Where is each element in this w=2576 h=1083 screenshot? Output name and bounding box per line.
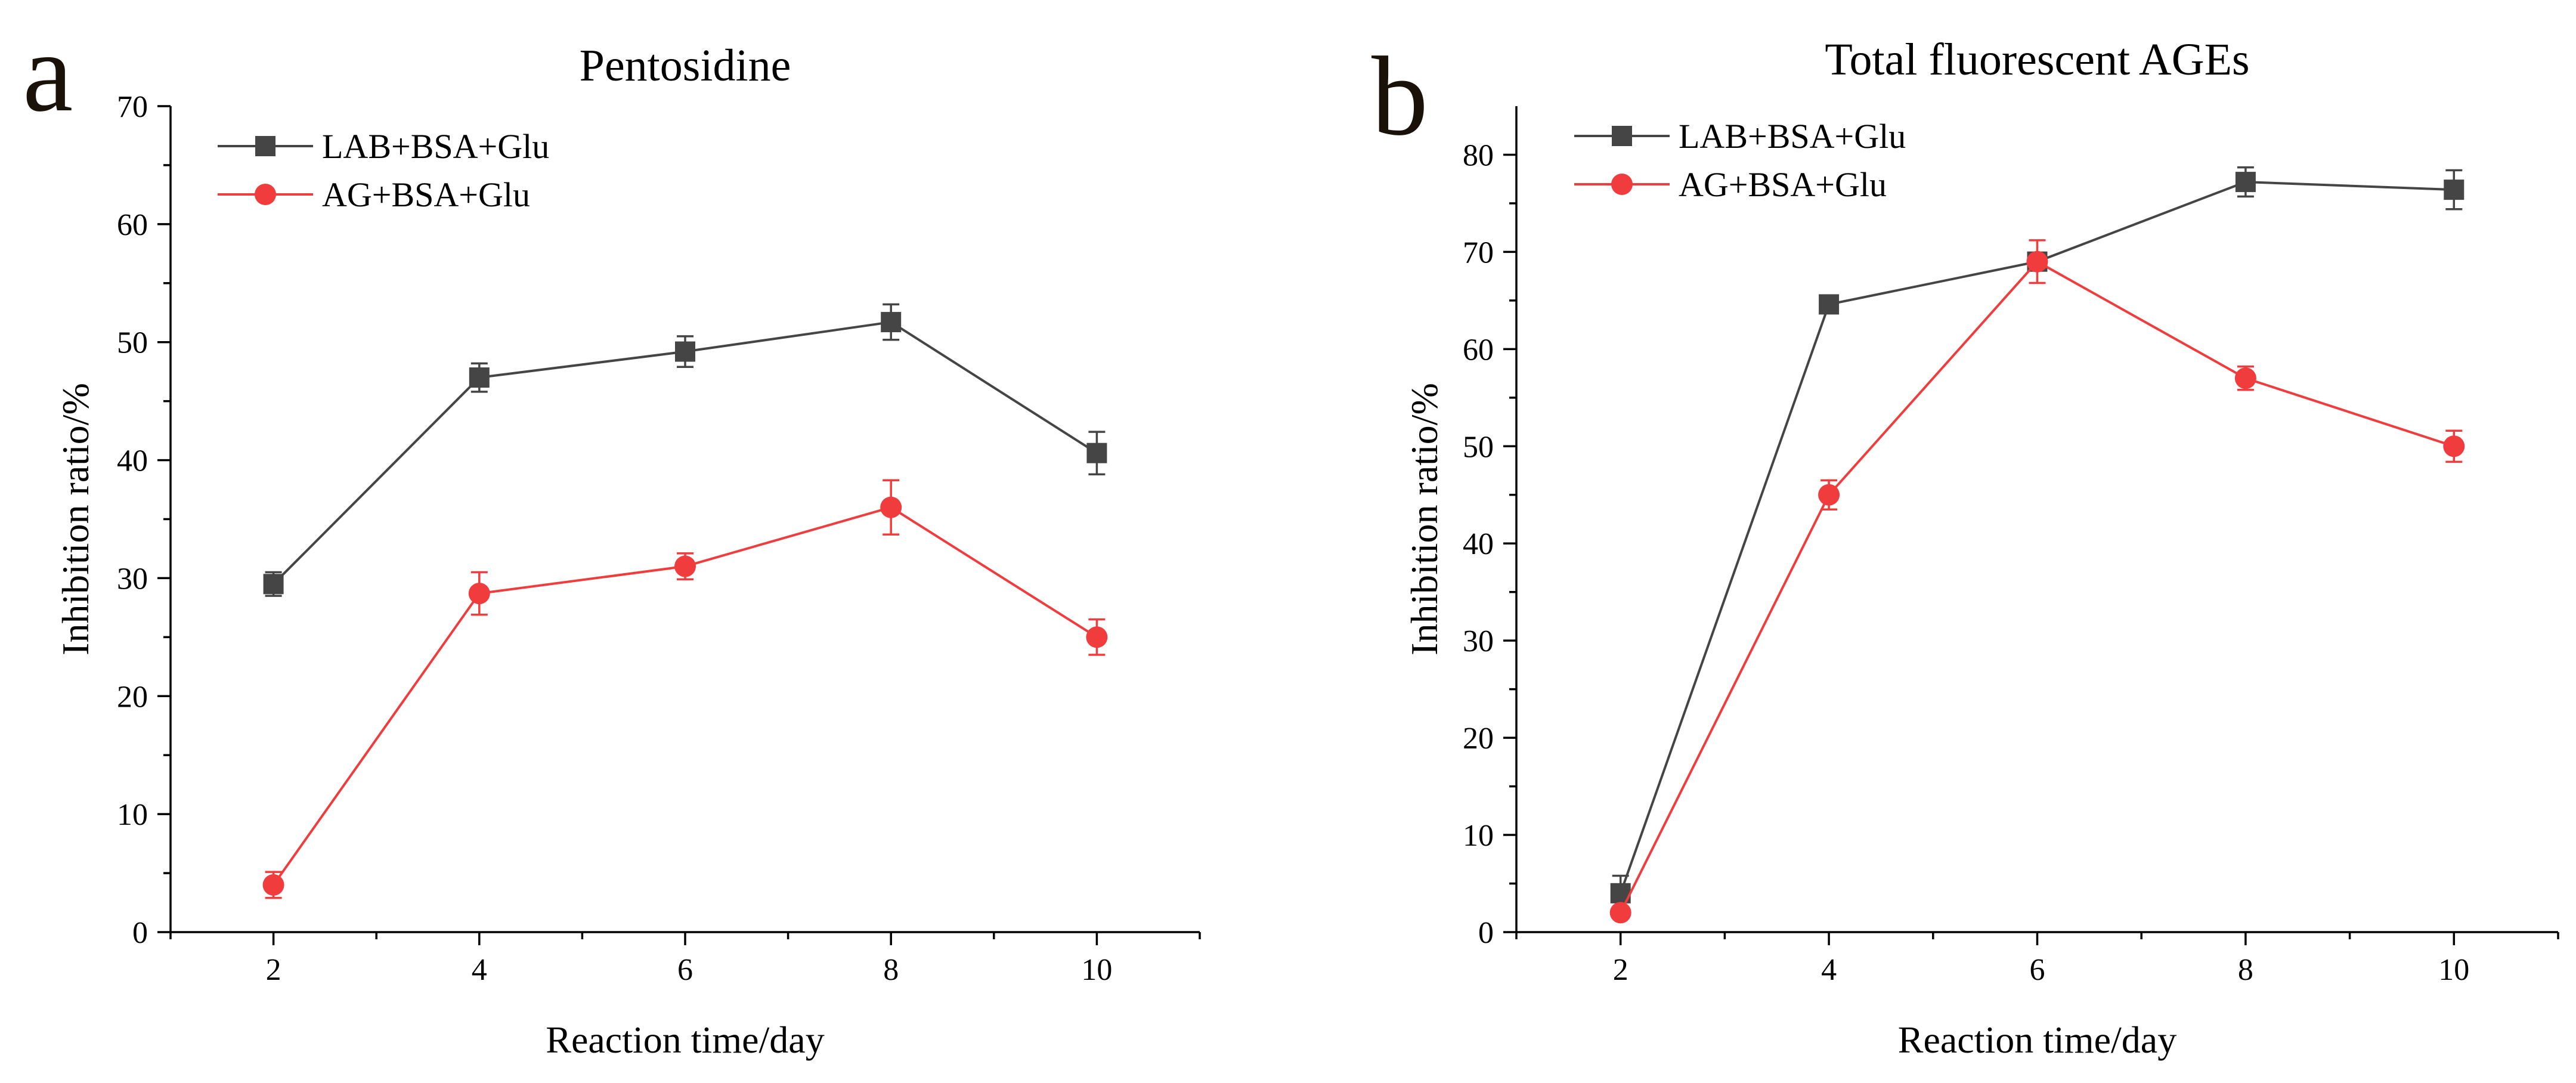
y-tick-label: 10 [117, 798, 148, 832]
series-line [1619, 260, 2454, 914]
chart-title: Pentosidine [580, 41, 791, 91]
x-tick-label: 8 [2238, 953, 2253, 987]
y-tick-label: 60 [1463, 333, 1494, 367]
series-AG+BSA+Glu: AG+BSA+Glu [218, 175, 1108, 899]
y-tick-label: 70 [117, 90, 148, 124]
x-tick-label: 2 [1613, 953, 1628, 987]
data-point-circle [2026, 250, 2048, 273]
panel-letter: a [23, 10, 73, 135]
x-tick-label: 4 [1821, 953, 1837, 987]
legend-marker-square [1612, 126, 1632, 146]
x-tick-label: 6 [677, 953, 693, 987]
data-point-circle [2443, 435, 2465, 457]
x-tick-label: 6 [2030, 953, 2045, 987]
y-tick-label: 50 [117, 326, 148, 360]
y-tick-label: 0 [132, 916, 148, 950]
data-point-circle [2234, 367, 2256, 389]
y-tick-label: 30 [1463, 624, 1494, 658]
x-tick-label: 4 [472, 953, 487, 987]
data-point-square [2235, 172, 2256, 193]
data-point-circle [1609, 902, 1631, 924]
x-tick-label: 2 [266, 953, 281, 987]
legend-marker-circle [1611, 174, 1633, 195]
data-point-circle [674, 555, 696, 577]
legend-marker-circle [255, 184, 276, 205]
data-point-square [469, 367, 490, 388]
legend-label: AG+BSA+Glu [1679, 165, 1887, 204]
y-tick-label: 20 [117, 680, 148, 714]
data-point-square [881, 312, 902, 333]
y-tick-label: 30 [117, 562, 148, 596]
chart-panel-a: a Pentosidine 0 10 20 30 40 50 60 70 2 4 6 8 10 Reactio… [23, 10, 1201, 1061]
series-line [1619, 181, 2454, 894]
data-point-circle [1818, 484, 1840, 506]
legend-label: LAB+BSA+Glu [322, 127, 549, 166]
data-point-square [675, 341, 695, 362]
panel-letter: b [1371, 34, 1428, 159]
data-point-circle [468, 583, 490, 605]
y-axis-title: Inhibition ratio/% [54, 383, 97, 655]
series-LAB+BSA+Glu: LAB+BSA+Glu [218, 127, 1107, 597]
data-point-circle [262, 874, 284, 896]
y-tick-label: 70 [1463, 236, 1494, 270]
data-point-square [263, 574, 284, 595]
y-tick-label: 50 [1463, 430, 1494, 464]
y-tick-label: 40 [1463, 527, 1494, 561]
chart-title: Total fluorescent AGEs [1825, 35, 2249, 85]
y-tick-label: 80 [1463, 138, 1494, 172]
x-tick-label: 10 [2438, 953, 2469, 987]
legend-marker-square [255, 136, 275, 156]
y-tick-label: 60 [117, 208, 148, 242]
y-axis-title: Inhibition ratio/% [1403, 383, 1445, 655]
x-axis-title: Reaction time/day [1898, 1019, 2176, 1061]
x-tick-label: 8 [883, 953, 899, 987]
y-tick-label: 10 [1463, 819, 1494, 853]
data-point-circle [880, 496, 902, 518]
chart-panel-b: b Total fluorescent AGEs 0 10 20 30 40 50 60 70 80… [1371, 34, 2559, 1061]
y-tick-label: 20 [1463, 722, 1494, 756]
data-point-square [2444, 180, 2464, 200]
legend-label: AG+BSA+Glu [322, 175, 530, 214]
legend-label: LAB+BSA+Glu [1679, 117, 1906, 156]
data-point-circle [1086, 626, 1108, 648]
series-LAB+BSA+Glu: LAB+BSA+Glu [1574, 117, 2464, 912]
x-axis-title: Reaction time/day [546, 1019, 824, 1061]
series-AG+BSA+Glu: AG+BSA+Glu [1574, 165, 2465, 924]
data-point-square [1086, 443, 1107, 463]
y-tick-label: 0 [1478, 916, 1494, 950]
y-tick-label: 40 [117, 444, 148, 478]
data-point-square [1819, 294, 1840, 315]
x-tick-label: 10 [1081, 953, 1112, 987]
